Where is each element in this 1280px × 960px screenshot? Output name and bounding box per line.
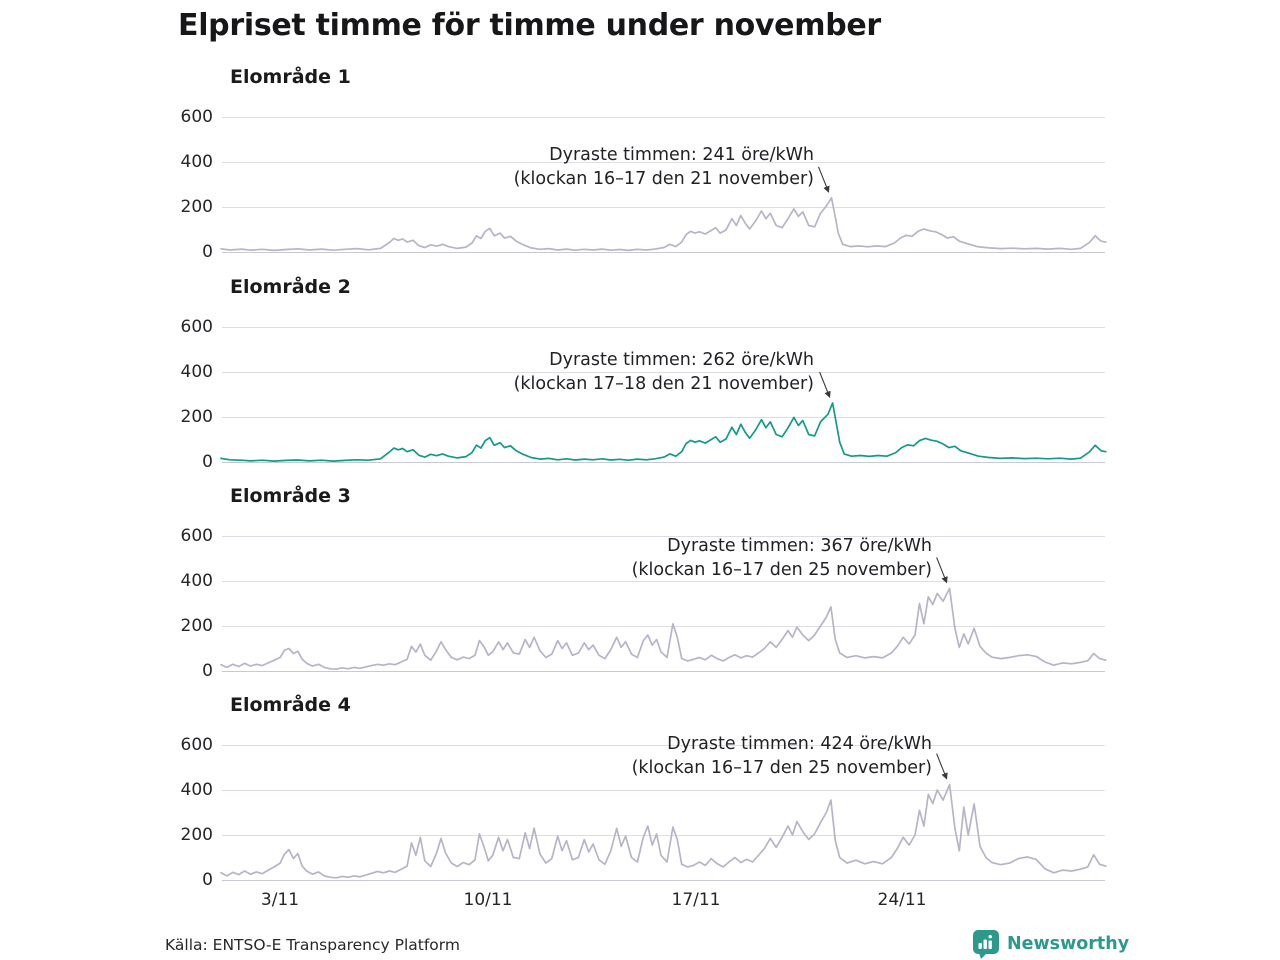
annotation-arrow (936, 753, 948, 780)
price-line (220, 587, 1107, 671)
price-line (220, 196, 1107, 252)
gridline-zero (222, 462, 1105, 463)
y-axis-tick: 0 (202, 870, 213, 890)
y-axis-tick: 600 (180, 107, 213, 127)
y-axis-tick: 200 (180, 407, 213, 427)
gridline (222, 626, 1105, 627)
y-axis-tick: 0 (202, 452, 213, 472)
panel-title: Elområde 1 (230, 66, 351, 88)
gridline-zero (222, 671, 1105, 672)
gridline (222, 581, 1105, 582)
annotation-arrow (819, 371, 831, 399)
y-axis-tick: 600 (180, 317, 213, 337)
y-axis-tick: 600 (180, 735, 213, 755)
gridline (222, 745, 1105, 746)
price-line-chart (220, 557, 1107, 671)
chart-panel-elomrade-4: Elområde 4 600 400 200 0 Dyraste timmen:… (0, 688, 1280, 898)
y-axis-tick: 400 (180, 362, 213, 382)
peak-annotation-line2: (klockan 17–18 den 21 november) (513, 373, 814, 394)
x-axis-tick: 3/11 (260, 890, 300, 910)
chart-panel-elomrade-1: Elområde 1 600 400 200 0 Dyraste timmen:… (0, 60, 1280, 270)
chart-panel-elomrade-3: Elområde 3 600 400 200 0 Dyraste timmen:… (0, 479, 1280, 689)
y-axis-tick: 0 (202, 661, 213, 681)
page-title: Elpriset timme för timme under november (178, 8, 881, 43)
price-line-chart (220, 166, 1107, 252)
y-axis-tick: 400 (180, 780, 213, 800)
y-axis-tick: 200 (180, 197, 213, 217)
peak-annotation: Dyraste timmen: 367 öre/kWh (klockan 16–… (632, 535, 932, 582)
price-line-chart (220, 753, 1107, 879)
gridline-zero (222, 880, 1105, 881)
y-axis-tick: 200 (180, 825, 213, 845)
price-line-chart (220, 371, 1107, 462)
gridline (222, 790, 1105, 791)
chart-panel-elomrade-2: Elområde 2 600 400 200 0 Dyraste timmen:… (0, 270, 1280, 480)
peak-annotation: Dyraste timmen: 241 öre/kWh (klockan 16–… (514, 144, 814, 191)
y-axis-tick: 400 (180, 571, 213, 591)
gridline (222, 417, 1105, 418)
gridline (222, 372, 1105, 373)
peak-annotation: Dyraste timmen: 424 öre/kWh (klockan 16–… (632, 733, 932, 780)
peak-annotation-line2: (klockan 16–17 den 25 november) (631, 559, 932, 580)
peak-annotation-line1: Dyraste timmen: 367 öre/kWh (667, 536, 932, 556)
peak-annotation-line2: (klockan 16–17 den 21 november) (513, 168, 814, 189)
x-axis-tick: 17/11 (671, 890, 721, 910)
gridline (222, 207, 1105, 208)
panel-title: Elområde 3 (230, 485, 351, 507)
x-axis-tick: 10/11 (463, 890, 513, 910)
gridline (222, 117, 1105, 118)
y-axis-tick: 600 (180, 526, 213, 546)
gridline-zero (222, 252, 1105, 253)
annotation-arrow (936, 557, 948, 584)
newsworthy-branding: Newsworthy (972, 929, 1129, 959)
source-credit: Källa: ENTSO-E Transparency Platform (165, 936, 460, 954)
newsworthy-wordmark: Newsworthy (1007, 934, 1130, 954)
gridline (222, 327, 1105, 328)
gridline (222, 536, 1105, 537)
price-line (220, 783, 1107, 879)
gridline (222, 835, 1105, 836)
y-axis-tick: 400 (180, 152, 213, 172)
peak-annotation-line1: Dyraste timmen: 262 öre/kWh (549, 350, 814, 370)
price-line (220, 402, 1107, 462)
panel-title: Elområde 2 (230, 276, 351, 298)
annotation-arrow (817, 166, 830, 193)
peak-annotation-line1: Dyraste timmen: 424 öre/kWh (667, 734, 932, 754)
peak-annotation-line1: Dyraste timmen: 241 öre/kWh (549, 145, 814, 165)
panel-title: Elområde 4 (230, 694, 351, 716)
peak-annotation-line2: (klockan 16–17 den 25 november) (631, 757, 932, 778)
gridline (222, 162, 1105, 163)
y-axis-tick: 200 (180, 616, 213, 636)
newsworthy-logo-icon (973, 930, 999, 959)
x-axis-tick: 24/11 (877, 890, 927, 910)
y-axis-tick: 0 (202, 242, 213, 262)
peak-annotation: Dyraste timmen: 262 öre/kWh (klockan 17–… (514, 349, 814, 396)
